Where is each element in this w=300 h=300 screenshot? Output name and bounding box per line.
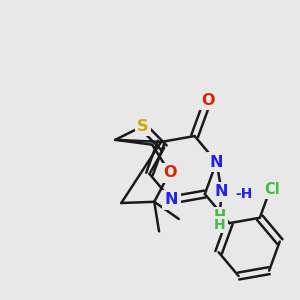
Text: H: H <box>214 218 225 232</box>
Text: N: N <box>215 184 228 199</box>
Text: N: N <box>165 192 178 207</box>
Text: O: O <box>163 165 176 180</box>
Text: -H: -H <box>236 187 253 201</box>
Text: Cl: Cl <box>264 182 280 197</box>
Text: O: O <box>201 93 214 108</box>
Text: N: N <box>210 154 223 169</box>
Text: H: H <box>213 209 226 224</box>
Text: S: S <box>137 118 148 134</box>
